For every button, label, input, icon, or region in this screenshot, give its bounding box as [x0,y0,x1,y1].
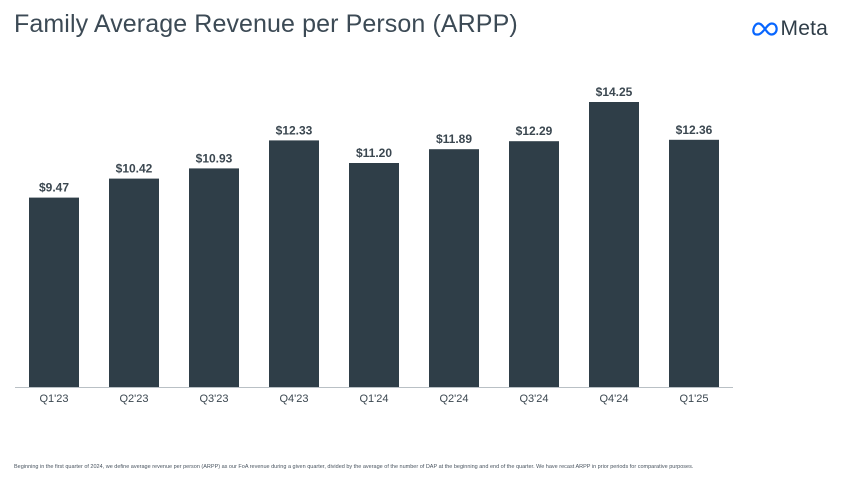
data-label-Q2'23: $10.42 [116,162,153,176]
x-tick-label-Q2'23: Q2'23 [119,393,148,405]
meta-logo-text: Meta [780,17,828,40]
bar-Q4'24 [589,102,639,387]
data-label-Q4'24: $14.25 [596,85,633,99]
data-label-Q3'23: $10.93 [196,151,233,165]
data-label-Q4'23: $12.33 [276,123,313,137]
bar-Q2'23 [109,178,159,387]
meta-infinity-icon [751,22,778,36]
data-label-Q1'25: $12.36 [676,123,713,137]
data-label-Q1'24: $11.20 [356,146,392,160]
x-tick-label-Q4'23: Q4'23 [279,393,308,405]
x-tick-label-Q3'24: Q3'24 [519,393,548,405]
bar-Q3'24 [509,141,559,387]
bar-Q1'23 [29,197,79,387]
x-tick-label-Q1'24: Q1'24 [359,393,388,405]
x-tick-label-Q1'23: Q1'23 [39,393,68,405]
data-label-Q1'23: $9.47 [39,181,69,195]
meta-logo: Meta [751,17,829,41]
x-tick-label-Q2'24: Q2'24 [439,393,468,405]
bar-chart: $9.47 Q1'23 $10.42 Q2'23 $10.93 Q3'23 $12.33 Q4… [15,85,733,405]
x-tick-label-Q4'24: Q4'24 [599,393,628,405]
data-label-Q3'24: $12.29 [516,124,553,138]
chart-title: Family Average Revenue per Person (ARPP) [14,10,518,38]
x-tick-label-Q1'25: Q1'25 [679,393,708,405]
bar-Q3'23 [189,168,239,387]
bar-Q1'25 [669,139,719,387]
x-tick-label-Q3'23: Q3'23 [199,393,228,405]
bar-Q2'24 [429,149,479,387]
bar-Q1'24 [349,163,399,387]
data-label-Q2'24: $11.89 [436,132,472,146]
bar-Q4'23 [269,140,319,387]
footnote: Beginning in the first quarter of 2024, … [14,464,694,470]
